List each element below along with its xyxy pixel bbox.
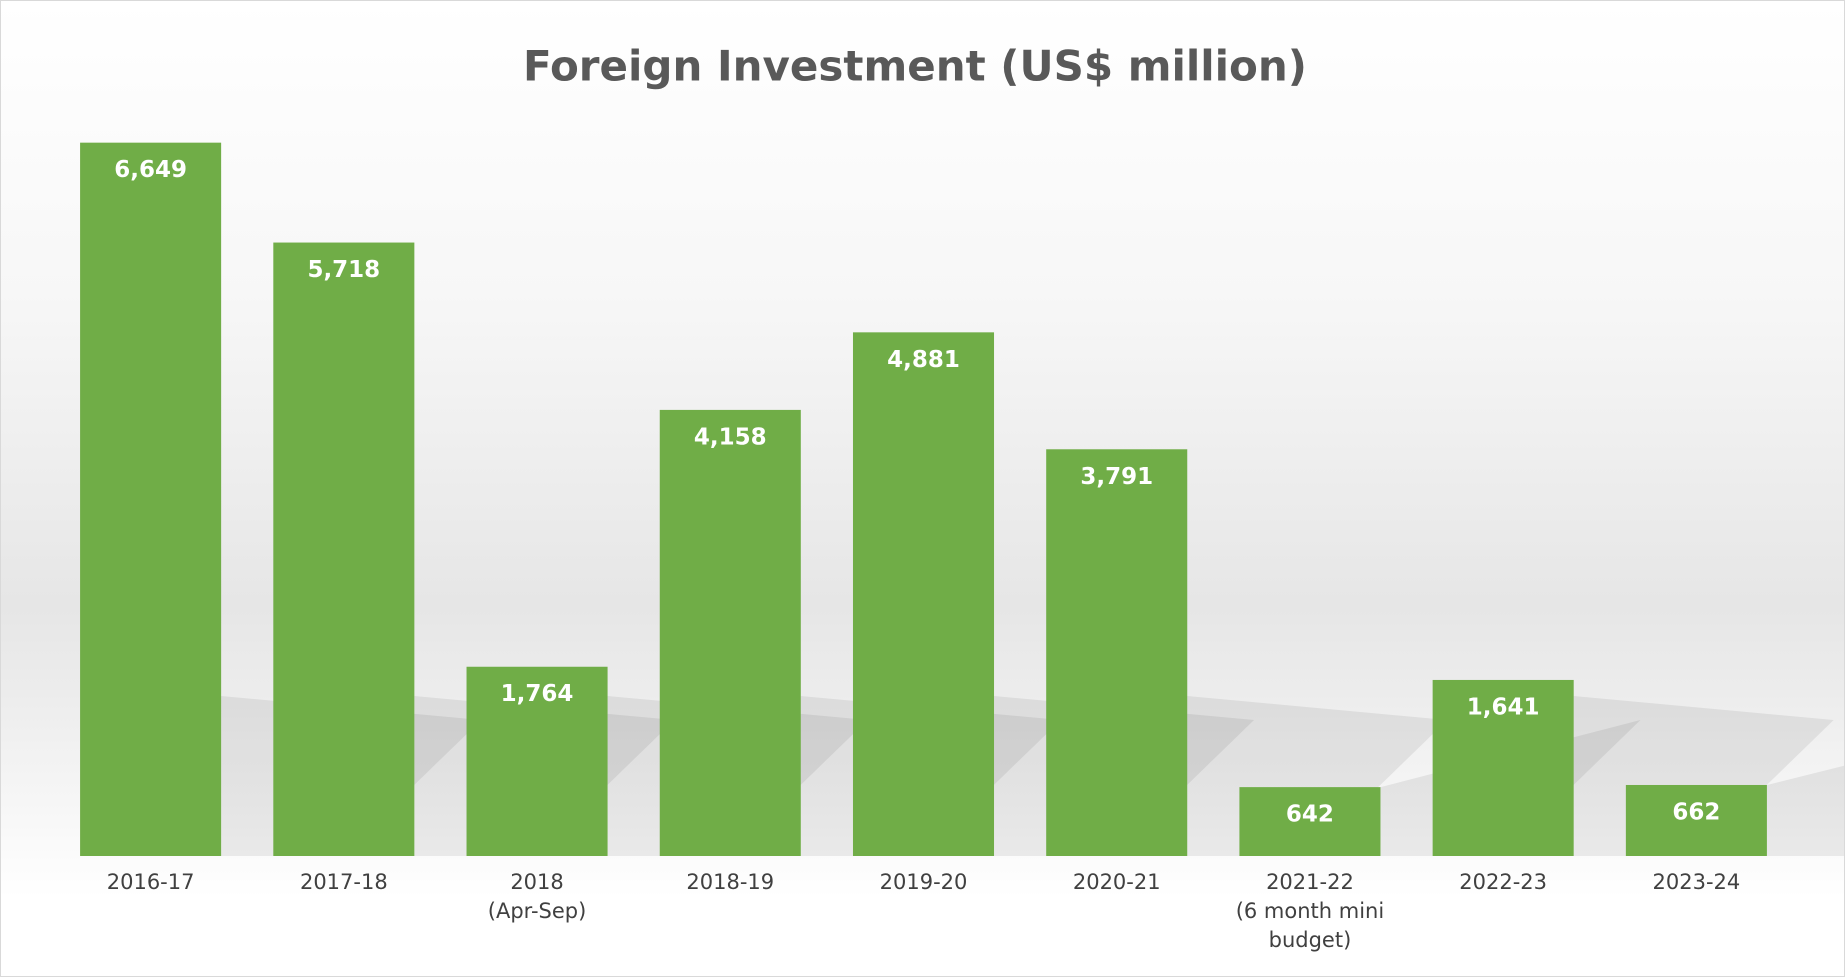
bar (1432, 679, 1574, 856)
data-label: 662 (1672, 799, 1720, 825)
x-tick-label: 2021-22 (6 month mini budget) (1235, 870, 1385, 952)
data-label: 1,641 (1467, 694, 1540, 720)
x-tick-label: 2023-24 (1652, 870, 1741, 894)
data-label: 642 (1286, 802, 1334, 828)
x-tick-label: 2018 (Apr-Sep) (487, 870, 587, 923)
x-tick-label: 2018-19 (686, 870, 775, 894)
bar (273, 242, 415, 856)
x-tick-label: 2022-23 (1459, 870, 1548, 894)
x-tick-label: 2016-17 (106, 870, 195, 894)
data-label: 1,764 (501, 681, 574, 707)
x-tick-label: 2017-18 (299, 870, 388, 894)
x-tick-label: 2019-20 (879, 870, 968, 894)
bar-shadow (1766, 765, 1844, 856)
bar (659, 409, 801, 856)
data-label: 5,718 (307, 257, 380, 283)
bar (466, 666, 608, 856)
chart-title: Foreign Investment (US$ million) (523, 42, 1307, 91)
data-label: 3,791 (1080, 464, 1153, 490)
bar (1239, 787, 1381, 856)
data-label: 4,881 (887, 347, 960, 373)
bar (1625, 784, 1767, 856)
bar (852, 332, 995, 856)
bar (80, 142, 222, 856)
data-label: 4,158 (694, 424, 767, 450)
bar (1046, 449, 1188, 856)
x-tick-label: 2020-21 (1072, 870, 1161, 894)
data-label: 6,649 (114, 157, 187, 183)
